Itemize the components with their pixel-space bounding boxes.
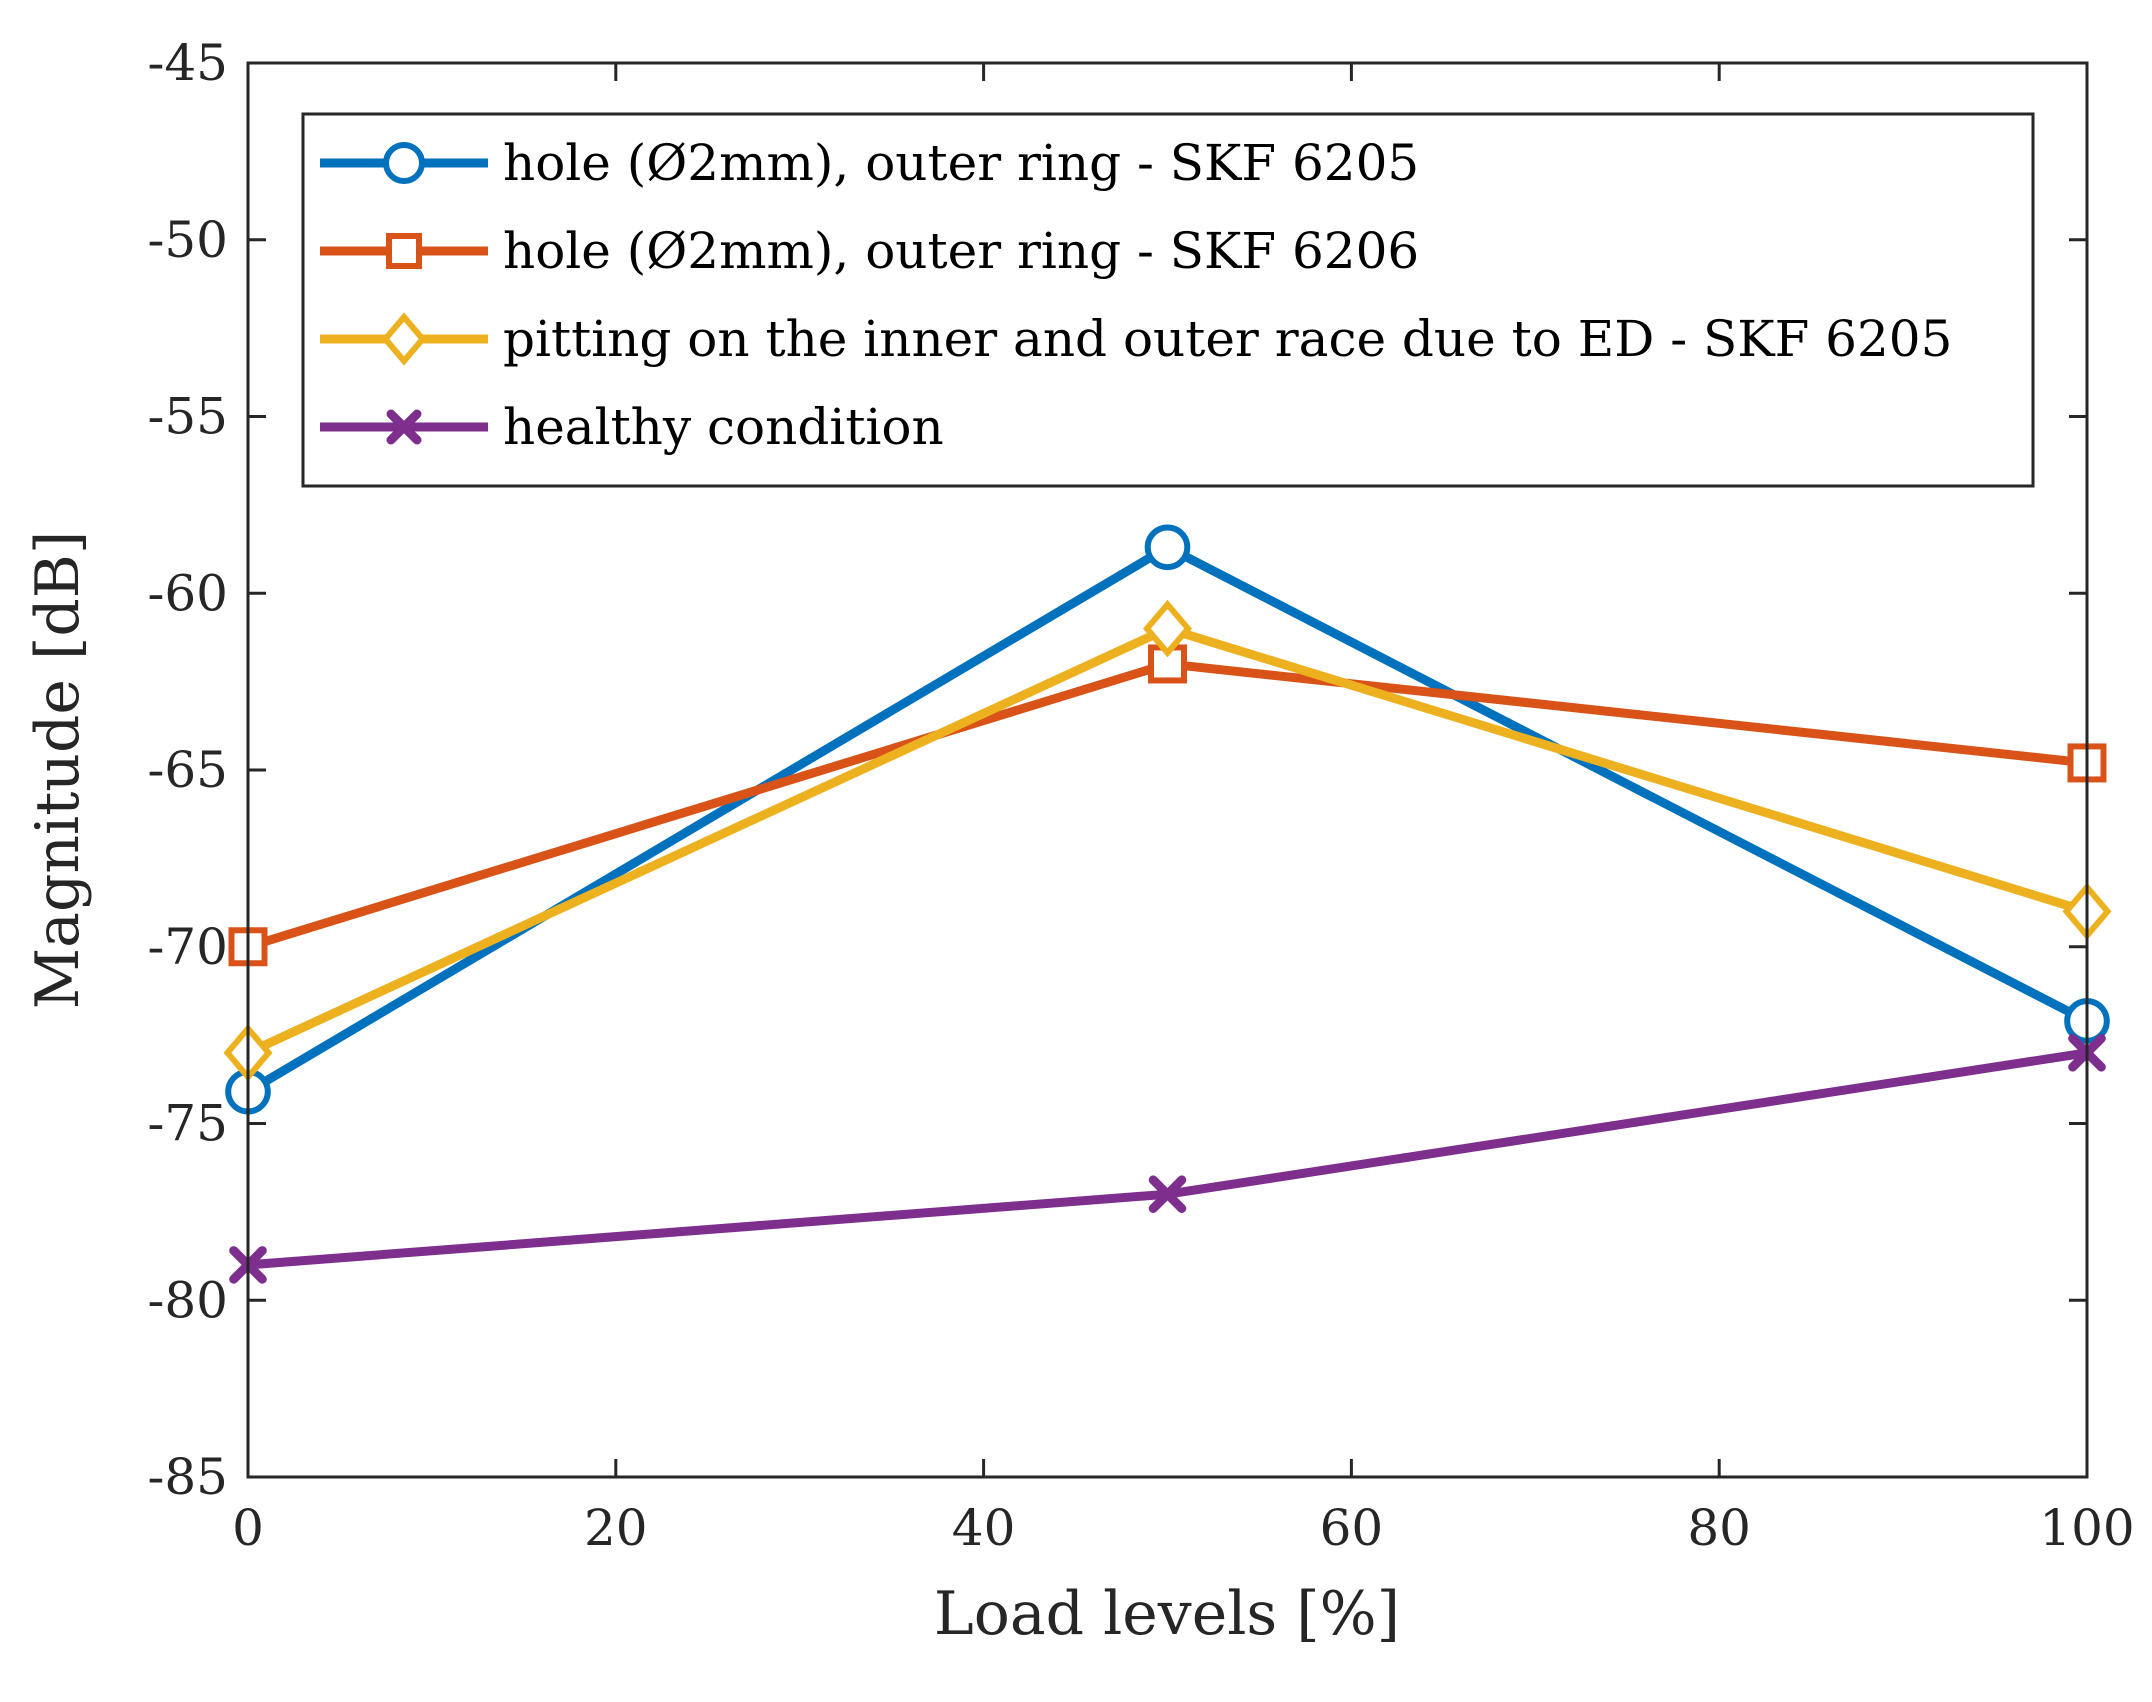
y-tick-label: -85	[147, 1448, 228, 1506]
legend-swatch-marker	[383, 142, 425, 184]
x-tick-label: 80	[1687, 1499, 1751, 1557]
x-tick-labels: 0 20 40 60 80 100	[232, 1499, 2135, 1557]
legend-entries: hole (Ø2mm), outer ring - SKF 6205 hole (…	[320, 134, 1952, 456]
data-point	[1148, 1175, 1187, 1213]
legend-label: healthy condition	[503, 398, 944, 456]
series-layer	[223, 524, 2112, 1284]
y-tick-label: -55	[147, 388, 228, 446]
data-point	[1144, 524, 1191, 571]
x-tick-label: 20	[584, 1499, 648, 1557]
legend-label: hole (Ø2mm), outer ring - SKF 6206	[503, 222, 1419, 280]
legend: hole (Ø2mm), outer ring - SKF 6205 hole (…	[301, 112, 2035, 488]
legend-swatch-marker	[386, 409, 422, 445]
y-tick-label: -60	[147, 564, 228, 622]
x-tick-label: 40	[952, 1499, 1016, 1557]
plot-frame	[246, 61, 2089, 1479]
x-axis-label: Load levels [%]	[934, 1579, 1400, 1649]
legend-box	[301, 112, 2035, 488]
legend-swatch-marker	[386, 233, 422, 269]
y-tick-label: -45	[147, 34, 228, 92]
legend-swatch-marker	[381, 312, 427, 366]
x-tick-label: 0	[232, 1499, 264, 1557]
x-tick-label: 100	[2039, 1499, 2134, 1557]
legend-entry: pitting on the inner and outer race due …	[320, 310, 1952, 368]
y-tick-label: -70	[147, 918, 228, 976]
y-tick-label: -75	[147, 1095, 228, 1153]
x-tick-label: 60	[1320, 1499, 1384, 1557]
legend-entry: hole (Ø2mm), outer ring - SKF 6205	[320, 134, 1419, 192]
data-point	[1142, 599, 1193, 658]
y-tick-label: -50	[147, 211, 228, 269]
y-tick-labels: -45 -50 -55 -60 -65 -70 -75 -80 -85	[147, 34, 228, 1506]
legend-label: hole (Ø2mm), outer ring - SKF 6205	[503, 134, 1419, 192]
y-tick-label: -65	[147, 741, 228, 799]
legend-entry: healthy condition	[320, 398, 944, 456]
y-axis-label: Magnitude [dB]	[23, 531, 93, 1010]
y-tick-label: -80	[147, 1271, 228, 1329]
legend-entry: hole (Ø2mm), outer ring - SKF 6206	[320, 222, 1419, 280]
legend-label: pitting on the inner and outer race due …	[503, 310, 1952, 368]
